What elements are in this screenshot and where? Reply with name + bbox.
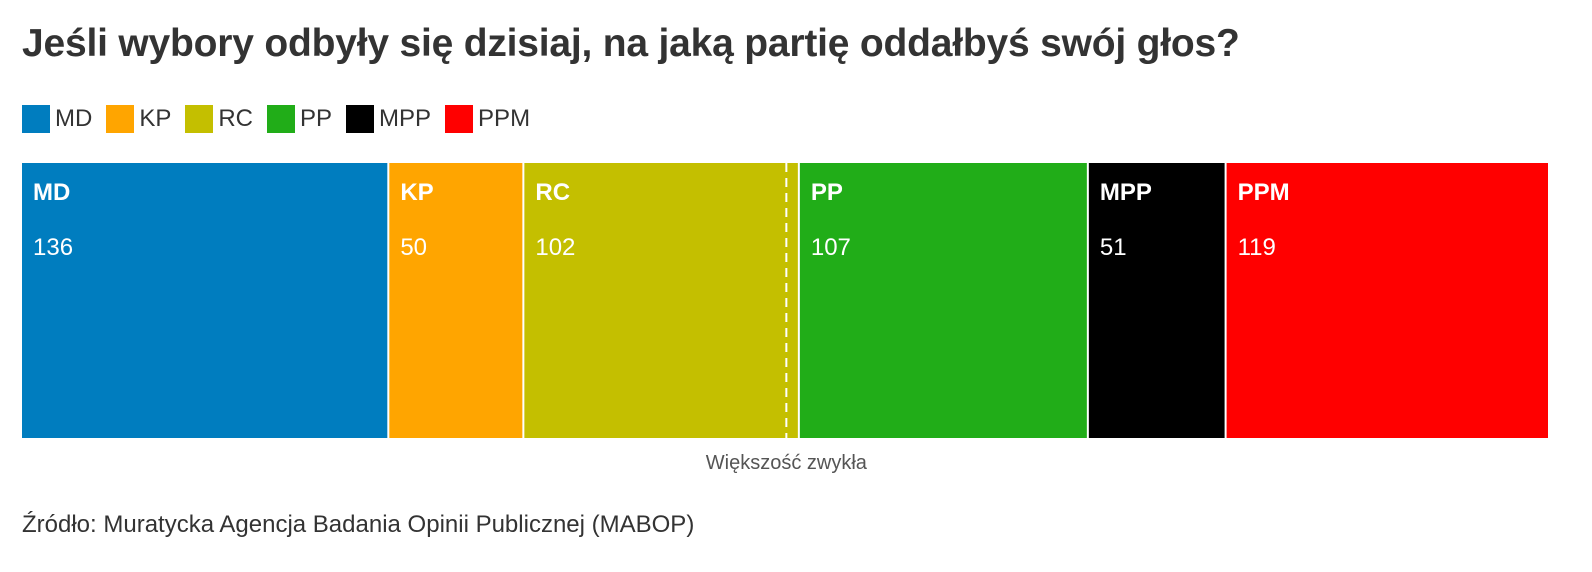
bar-category-label: RC — [535, 179, 570, 206]
bar-segment-ppm: PPM 119 — [1226, 163, 1548, 438]
legend-label: KP — [139, 105, 172, 132]
legend-swatch — [22, 105, 50, 133]
bar-segment-md: MD 136 — [22, 163, 388, 438]
legend-label: MD — [55, 105, 93, 132]
bar — [389, 163, 523, 438]
legend-item-kp: KP — [106, 105, 171, 133]
bar — [524, 163, 798, 438]
legend-label: PP — [300, 105, 333, 132]
bar-category-label: PP — [811, 179, 843, 206]
bar-value-label: 51 — [1100, 234, 1127, 261]
bar-value-label: 119 — [1238, 234, 1276, 261]
legend-item-mpp: MPP — [346, 105, 431, 133]
legend-item-ppm: PPM — [445, 105, 530, 133]
bar-category-label: MD — [33, 179, 70, 206]
bar-segment-kp: KP 50 — [389, 163, 523, 438]
legend-swatch — [346, 105, 375, 133]
bar-segment-pp: PP 107 — [799, 163, 1087, 438]
bar — [22, 163, 388, 438]
legend-label: RC — [218, 105, 254, 132]
bar-value-label: 102 — [535, 234, 575, 261]
legend-item-rc: RC — [185, 105, 253, 133]
majority-line-label: Większość zwykła — [706, 452, 868, 474]
legend-label: PPM — [478, 105, 531, 132]
bar-category-label: MPP — [1100, 179, 1152, 206]
bar-category-label: PPM — [1238, 179, 1290, 206]
legend-label: MPP — [379, 105, 432, 132]
bar-segment-mpp: MPP 51 — [1088, 163, 1225, 438]
legend-item-pp: PP — [267, 105, 332, 133]
bar-category-label: KP — [400, 179, 433, 206]
legend-item-md: MD — [22, 105, 92, 133]
bar — [1088, 163, 1225, 438]
source-note: Źródło: Muratycka Agencja Badania Opinii… — [22, 511, 695, 538]
legend: MD KP RC PP MPP PPM — [22, 104, 544, 134]
legend-swatch — [185, 105, 214, 133]
bar-value-label: 136 — [33, 234, 73, 261]
bar — [1226, 163, 1548, 438]
bar-value-label: 50 — [400, 234, 427, 261]
legend-swatch — [106, 105, 135, 133]
chart-title: Jeśli wybory odbyły się dzisiaj, na jaką… — [22, 22, 1240, 65]
legend-swatch — [267, 105, 296, 133]
bar-segment-rc: RC 102 — [524, 163, 798, 438]
bar-value-label: 107 — [811, 234, 851, 261]
legend-swatch — [445, 105, 474, 133]
bar — [799, 163, 1087, 438]
